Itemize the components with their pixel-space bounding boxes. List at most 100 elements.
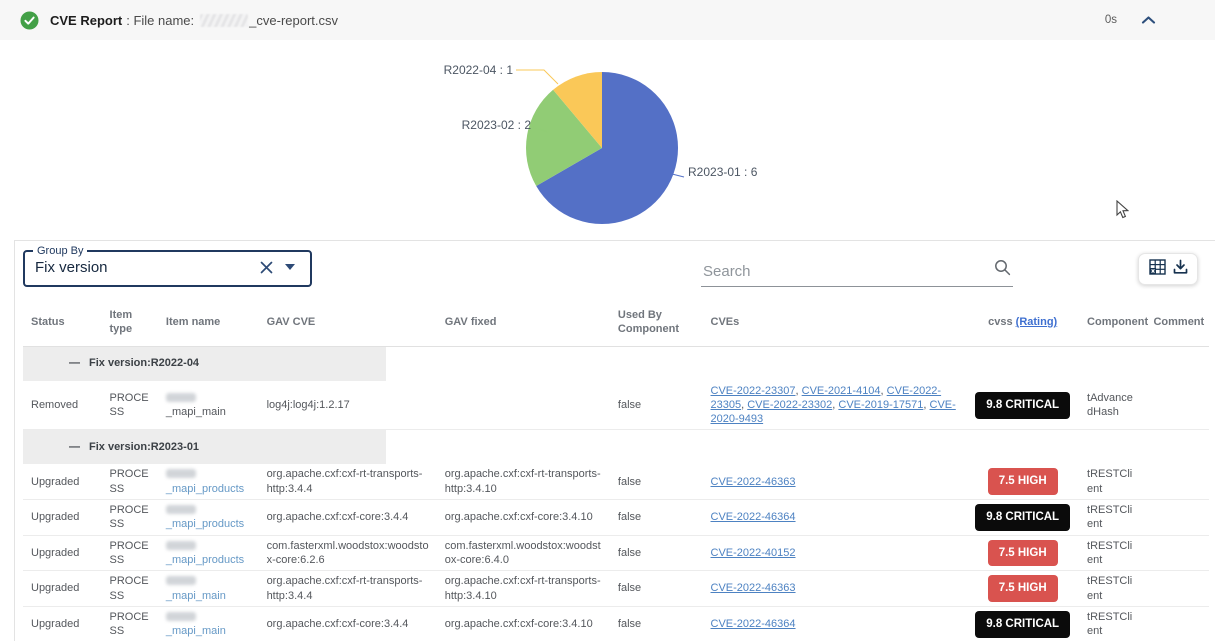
cell-gav-cve: log4j:log4j:1.2.17: [266, 398, 350, 411]
table-header-row: Status Item type Item name GAV CVE GAV f…: [23, 297, 1209, 347]
cell-component: tRESTClient: [1087, 504, 1133, 531]
cve-link[interactable]: CVE-2022-46363: [710, 475, 796, 488]
cell-item-type: PROCESS: [109, 539, 149, 566]
collapse-dash-icon[interactable]: —: [69, 357, 80, 370]
col-item-type[interactable]: Item type: [109, 309, 133, 336]
export-excel-button[interactable]: [1138, 253, 1198, 285]
cell-component: tRESTClient: [1087, 539, 1133, 566]
cve-link[interactable]: CVE-2022-23305: [710, 384, 942, 411]
redacted-text: [165, 540, 196, 550]
cell-status: Upgraded: [31, 546, 80, 559]
table-row: Upgraded PROCESS _mapi_products org.apache.…: [23, 464, 1209, 500]
excel-spreadsheet-icon: [1148, 258, 1166, 280]
col-item-name[interactable]: Item name: [165, 316, 221, 329]
cell-component: tRESTClient: [1087, 575, 1133, 602]
cell-gav-fixed: org.apache.cxf:cxf-core:3.4.10: [444, 618, 593, 630]
cell-cves: CVE-2022-46363: [703, 571, 967, 607]
col-component[interactable]: Component: [1087, 316, 1149, 329]
collapse-dash-icon[interactable]: —: [69, 441, 80, 454]
pie-slice-R2022-04[interactable]: [553, 72, 602, 148]
report-title: CVE Report: [50, 12, 123, 28]
duration-label: 0s: [1104, 14, 1117, 26]
pie-leader-line: [532, 126, 549, 133]
cve-link[interactable]: CVE-2019-17571: [838, 398, 924, 411]
redacted-text: [165, 505, 196, 515]
cell-used-by-component: false: [617, 582, 642, 595]
cell-cves: CVE-2022-23307, CVE-2021-4104, CVE-2022-…: [710, 384, 956, 426]
cvss-badge: 7.5 HIGH: [987, 539, 1058, 567]
group-by-select[interactable]: Group By Fix version: [23, 246, 312, 287]
cell-item-type: PROCESS: [109, 504, 149, 531]
cell-cves: CVE-2022-40152: [703, 535, 967, 571]
cve-link[interactable]: CVE-2020-9493: [710, 398, 956, 426]
cell-comment: [1145, 606, 1209, 641]
pie-slice-R2023-01[interactable]: [536, 72, 679, 225]
col-gav-cve[interactable]: GAV CVE: [266, 316, 316, 329]
pie-label: R2022-04 : 1: [444, 63, 514, 77]
cell-item-name[interactable]: _mapi_main: [158, 571, 259, 607]
cell-comment: [1145, 535, 1209, 571]
cell-gav-fixed: org.apache.cxf:cxf-rt-transports-http:3.…: [444, 575, 601, 602]
redacted-filename: [200, 13, 249, 27]
clear-icon[interactable]: [254, 256, 278, 278]
rating-link[interactable]: (Rating): [1015, 316, 1058, 329]
group-header-Fix version:R2023-01[interactable]: — Fix version:R2023-01: [23, 430, 386, 465]
cell-used-by-component: false: [617, 618, 642, 630]
pie-label: R2023-01 : 6: [688, 165, 758, 179]
search-icon[interactable]: [994, 259, 1011, 281]
cell-item-name[interactable]: _mapi_products: [158, 535, 259, 571]
item-name[interactable]: _mapi_main: [165, 589, 226, 602]
cve-link[interactable]: CVE-2022-46364: [710, 511, 796, 524]
redacted-text: [165, 392, 196, 402]
item-name[interactable]: _mapi_main: [165, 625, 226, 638]
table-row: Upgraded PROCESS _mapi_products org.apache.…: [23, 500, 1209, 536]
cve-link[interactable]: CVE-2022-46363: [710, 582, 796, 595]
cell-status: Upgraded: [31, 511, 80, 524]
dropdown-caret-icon[interactable]: [278, 256, 302, 278]
col-comment[interactable]: Comment: [1153, 316, 1205, 329]
pie-slice-R2023-02[interactable]: [526, 89, 602, 186]
cell-item-type: PROCESS: [109, 610, 149, 638]
item-name[interactable]: _mapi_products: [165, 482, 245, 495]
cell-used-by-component: false: [617, 475, 642, 488]
redacted-text: [165, 611, 196, 621]
cell-cvss: 7.5 HIGH: [966, 535, 1079, 571]
cell-used-by-component: false: [617, 511, 642, 524]
cell-item-name[interactable]: _mapi_main: [158, 606, 259, 641]
cve-link[interactable]: CVE-2022-23302: [747, 398, 833, 411]
cell-comment: [1145, 381, 1209, 430]
cve-link[interactable]: CVE-2022-46364: [710, 618, 796, 630]
cell-status: Removed: [31, 398, 79, 411]
cve-link[interactable]: CVE-2022-40152: [710, 546, 796, 559]
group-header-Fix version:R2022-04[interactable]: — Fix version:R2022-04: [23, 346, 386, 381]
col-status[interactable]: Status: [31, 316, 65, 329]
col-used-by-component[interactable]: Used By Component: [617, 309, 680, 336]
cell-component: tRESTClient: [1087, 610, 1133, 638]
cell-cvss: 9.8 CRITICAL: [966, 500, 1079, 536]
cell-item-type: PROCESS: [109, 468, 149, 495]
cell-cves: CVE-2022-46364: [703, 500, 967, 536]
cvss-label: cvss: [988, 316, 1013, 329]
report-header-bar[interactable]: CVE Report : File name: _cve-report.csv …: [0, 0, 1215, 40]
redacted-text: [165, 469, 196, 479]
cell-gav-fixed: [437, 381, 610, 430]
cell-item-name[interactable]: _mapi_products: [158, 500, 259, 536]
col-gav-fixed[interactable]: GAV fixed: [444, 316, 497, 329]
search-input[interactable]: [701, 259, 1013, 287]
item-name[interactable]: _mapi_products: [165, 518, 245, 531]
cell-item-type: PROCESS: [109, 575, 149, 602]
cve-link[interactable]: CVE-2021-4104: [801, 384, 881, 397]
table-controls: Group By Fix version: [15, 241, 1215, 297]
cell-cves: CVE-2022-46363: [703, 464, 967, 499]
cell-cves: CVE-2022-46364: [703, 606, 967, 641]
col-cves[interactable]: CVEs: [710, 316, 740, 329]
cell-item-name[interactable]: _mapi_products: [158, 464, 259, 499]
cve-link[interactable]: CVE-2022-23307: [710, 384, 796, 397]
file-name-suffix: _cve-report.csv: [249, 12, 339, 28]
item-name[interactable]: _mapi_products: [165, 553, 245, 566]
item-name: _mapi_main: [165, 406, 226, 419]
cvss-badge: 9.8 CRITICAL: [975, 503, 1071, 531]
download-icon: [1173, 259, 1188, 280]
collapse-chevron-icon[interactable]: [1137, 9, 1159, 31]
